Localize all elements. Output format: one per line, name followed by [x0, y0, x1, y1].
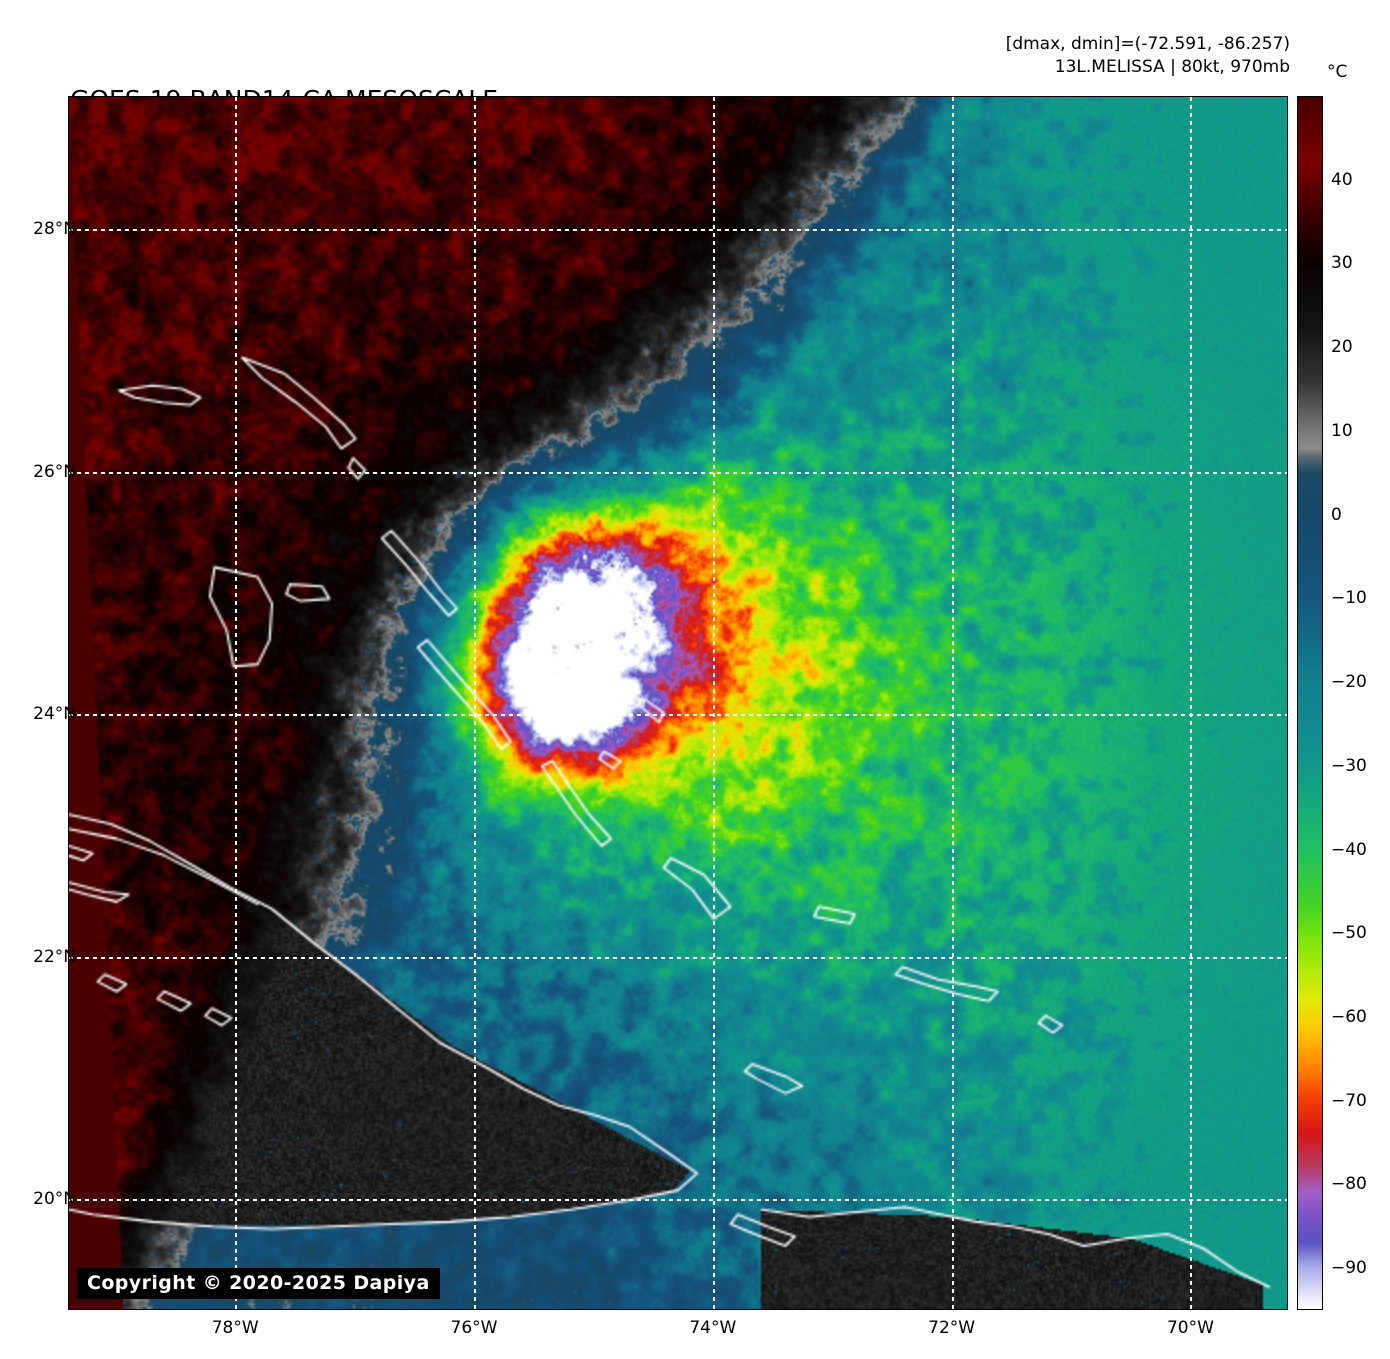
ytick-24°N: 24°N: [33, 704, 76, 725]
ytick-26°N: 26°N: [33, 461, 76, 482]
colorbar-tick--30: −30: [1331, 755, 1367, 776]
xtick-72°W: 72°W: [928, 1318, 976, 1338]
ytick-20°N: 20°N: [33, 1188, 76, 1209]
temperature-colorbar: [1297, 96, 1323, 1310]
colorbar-tick--60: −60: [1331, 1006, 1367, 1027]
xtick-78°W: 78°W: [211, 1318, 259, 1338]
colorbar-tick--10: −10: [1331, 588, 1367, 609]
colorbar-unit-label: °C: [1327, 62, 1348, 82]
storm-intensity-readout: 13L.MELISSA | 80kt, 970mb: [1054, 57, 1290, 77]
colorbar-tick--50: −50: [1331, 923, 1367, 944]
colorbar-tick--40: −40: [1331, 839, 1367, 860]
colorbar-tick--70: −70: [1331, 1090, 1367, 1111]
satellite-image-plot: Copyright © 2020-2025 Dapiya: [68, 96, 1288, 1310]
colorbar-gradient: [1297, 96, 1323, 1310]
colorbar-tick-40: 40: [1331, 169, 1353, 190]
ytick-22°N: 22°N: [33, 946, 76, 967]
xtick-74°W: 74°W: [689, 1318, 737, 1338]
ytick-28°N: 28°N: [33, 219, 76, 240]
colorbar-tick-0: 0: [1331, 504, 1342, 525]
colorbar-tick-30: 30: [1331, 253, 1353, 274]
header-metadata: [dmax, dmin]=(-72.591, -86.257) 13L.MELI…: [1006, 33, 1290, 79]
satellite-infrared-raster: [69, 97, 1287, 1309]
dmax-dmin-readout: [dmax, dmin]=(-72.591, -86.257): [1005, 34, 1290, 54]
copyright-watermark: Copyright © 2020-2025 Dapiya: [77, 1268, 440, 1299]
colorbar-tick--80: −80: [1331, 1174, 1367, 1195]
xtick-76°W: 76°W: [450, 1318, 498, 1338]
colorbar-tick--90: −90: [1331, 1258, 1367, 1279]
colorbar-tick--20: −20: [1331, 672, 1367, 693]
colorbar-tick-20: 20: [1331, 337, 1353, 358]
xtick-70°W: 70°W: [1166, 1318, 1214, 1338]
colorbar-tick-10: 10: [1331, 420, 1353, 441]
